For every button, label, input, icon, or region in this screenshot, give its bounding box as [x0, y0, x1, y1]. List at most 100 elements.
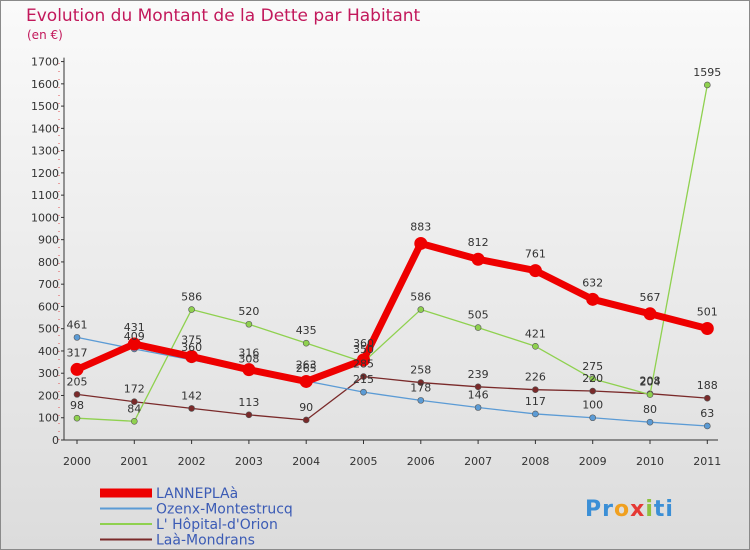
series-3-label: 208	[640, 375, 661, 388]
series-0-label: 632	[582, 276, 603, 289]
series-0-label: 431	[124, 321, 145, 334]
series-0-label: 812	[468, 236, 489, 249]
legend-label-1: Ozenx-Montestrucq	[156, 502, 293, 518]
series-line-2	[76, 84, 708, 422]
series-2-point	[589, 375, 597, 383]
series-3-label: 188	[697, 379, 718, 392]
series-2-point	[474, 324, 482, 331]
x-tick-label: 2009	[579, 455, 607, 468]
series-2-label: 421	[525, 327, 546, 340]
y-tick-label: 1000	[31, 211, 59, 224]
series-3-label: 172	[124, 383, 145, 396]
series-1-label: 360	[181, 341, 202, 354]
series-0-label: 761	[525, 248, 546, 261]
series-2-point	[703, 81, 711, 89]
series-0-point	[414, 236, 428, 250]
series-3-label: 90	[299, 401, 313, 414]
series-2-label: 98	[70, 399, 84, 412]
series-3-label: 142	[181, 389, 202, 402]
axes: 0 100 200 300 400 500 600 700 800 900 1000 1100 1200…	[31, 56, 721, 468]
series-3-point	[417, 379, 425, 386]
x-tick-label: 2005	[350, 455, 378, 468]
series-1-label: 146	[468, 389, 489, 402]
series-1-label: 265	[296, 362, 317, 375]
series-2-label: 350	[353, 343, 374, 356]
logo-part: ti	[654, 497, 674, 522]
series-line-1	[76, 336, 708, 427]
series-1-label: 308	[238, 352, 259, 365]
series-2-point	[131, 418, 138, 425]
series-1-label: 461	[67, 318, 88, 331]
legend-label-0: LANNEPLAà	[156, 486, 238, 502]
y-tick-label: 500	[38, 323, 59, 336]
series-0-label: 883	[410, 220, 431, 233]
series-3-point	[474, 383, 482, 391]
x-tick-label: 2006	[407, 455, 435, 468]
series-1-label: 409	[124, 330, 145, 343]
series-line-0	[73, 239, 711, 385]
series-1-label: 215	[353, 373, 374, 386]
y-tick-label: 400	[38, 345, 59, 358]
x-tick-label: 2002	[178, 455, 206, 468]
series-3-point	[532, 386, 539, 393]
series-2-label: 204	[640, 376, 661, 389]
series-2-label: 505	[468, 309, 489, 322]
series-1-label: 80	[643, 403, 657, 416]
series-lines	[70, 81, 714, 430]
series-0-point	[643, 307, 657, 321]
x-tick-label: 2007	[464, 455, 492, 468]
chart-subtitle: (en €)	[27, 28, 63, 42]
series-2-label: 275	[582, 360, 603, 373]
legend-label-3: Laà-Mondrans	[156, 533, 255, 549]
series-1-point	[646, 418, 654, 426]
series-0-label: 360	[353, 337, 374, 350]
series-0-point	[242, 363, 256, 377]
series-3-point	[73, 391, 81, 398]
series-1-point	[532, 410, 539, 418]
series-2-label: 1595	[693, 66, 721, 79]
y-tick-label: 200	[38, 389, 59, 402]
series-1-point	[703, 422, 711, 430]
series-0-point	[70, 362, 84, 376]
series-2-point	[73, 414, 81, 422]
series-0-label: 501	[697, 305, 718, 318]
series-1-label: 117	[525, 395, 546, 408]
series-3-label: 258	[410, 364, 431, 377]
x-tick-label: 2004	[292, 455, 320, 468]
y-tick-label: 1500	[31, 100, 59, 113]
series-2-point	[532, 342, 539, 350]
series-0-label: 567	[640, 291, 661, 304]
series-0-point	[127, 337, 141, 351]
series-2-point	[245, 320, 253, 328]
series-3-label: 226	[525, 371, 546, 384]
y-tick-label: 800	[38, 256, 59, 269]
series-3-point	[131, 398, 138, 406]
y-tick-label: 700	[38, 278, 59, 291]
series-0-point	[357, 353, 370, 367]
logo-part: i	[645, 497, 654, 522]
x-tick-label: 2000	[63, 455, 91, 468]
y-tick-label: 1400	[31, 122, 59, 135]
y-tick-label: 600	[38, 300, 59, 313]
series-2-label: 586	[181, 291, 202, 304]
series-2-label: 520	[238, 305, 259, 318]
x-tick-label: 2003	[235, 455, 263, 468]
y-tick-label: 100	[38, 412, 59, 425]
y-tick-label: 1200	[31, 167, 59, 180]
logo-part: Pr	[585, 497, 614, 522]
series-1-label: 178	[410, 381, 431, 394]
series-3-point	[360, 373, 367, 380]
chart-title: Evolution du Montant de la Dette par Hab…	[26, 6, 421, 26]
x-tick-label: 2010	[636, 455, 664, 468]
series-0-point	[185, 350, 199, 364]
series-3-point	[302, 416, 310, 424]
series-3-label: 239	[468, 368, 489, 381]
series-3-label: 220	[582, 372, 603, 385]
series-3-point	[703, 394, 711, 402]
proxiti-logo: Proxiti	[585, 497, 674, 522]
y-tick-label: 1600	[31, 78, 59, 91]
series-1-label: 100	[582, 399, 603, 412]
series-3-point	[245, 411, 253, 419]
series-0-point	[700, 321, 714, 335]
series-0-point	[471, 252, 485, 266]
